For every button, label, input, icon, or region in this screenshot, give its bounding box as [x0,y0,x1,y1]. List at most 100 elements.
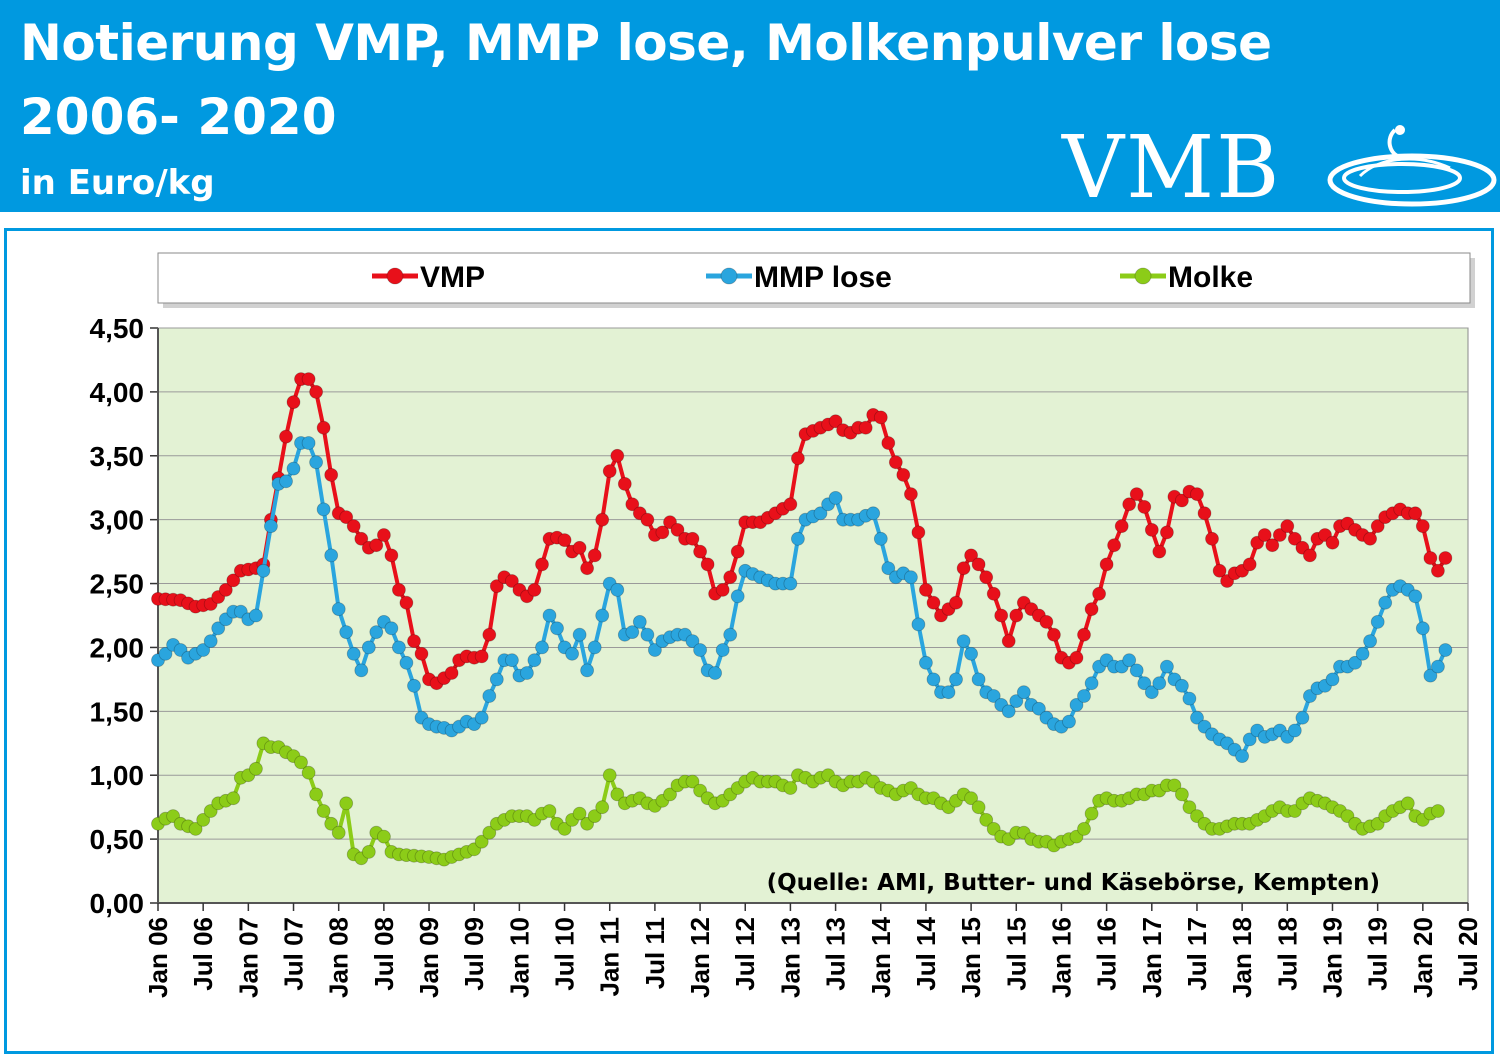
vmb-logo-text: VMB [1062,118,1282,218]
data-point-mmp-lose [203,634,218,648]
x-tick-label: Jul 18 [1272,917,1302,991]
data-point-vmp [715,583,730,597]
data-point-molke [1175,787,1189,802]
data-point-vmp [1287,531,1302,546]
data-point-vmp [301,372,316,387]
data-point-vmp [1257,528,1272,542]
data-point-vmp [858,420,873,435]
data-point-vmp [994,608,1009,623]
data-point-vmp [309,384,324,399]
data-point-vmp [1084,602,1099,616]
data-point-vmp [828,414,843,429]
data-point-mmp-lose [715,643,730,657]
page-title: Notierung VMP, MMP lose, Molkenpulver lo… [20,14,1272,72]
data-point-mmp-lose [1242,732,1257,747]
data-point-vmp [602,464,617,479]
data-point-molke [331,825,346,840]
data-point-vmp [904,487,918,502]
x-tick-label: Jan 13 [775,917,805,998]
data-point-mmp-lose [535,640,549,655]
y-tick-label: 0,50 [90,824,145,855]
data-point-mmp-lose [211,621,226,636]
data-point-vmp [226,573,241,588]
data-point-vmp [218,583,233,597]
data-point-mmp-lose [723,627,738,642]
data-point-molke [971,800,986,815]
header-banner: Notierung VMP, MMP lose, Molkenpulver lo… [0,0,1500,218]
data-point-mmp-lose [708,666,722,680]
y-tick-label: 4,00 [90,377,145,408]
data-point-vmp [926,595,941,610]
x-tick-label: Jul 19 [1363,917,1393,991]
data-point-mmp-lose [196,643,211,657]
data-point-vmp [1001,634,1016,648]
data-point-mmp-lose [369,625,384,639]
data-point-mmp-lose [158,646,173,661]
source-annotation: (Quelle: AMI, Butter- und Käsebörse, Kem… [767,870,1380,896]
data-point-mmp-lose [1062,714,1076,729]
data-point-molke [1077,822,1091,836]
data-point-vmp [376,528,391,542]
data-point-vmp [354,531,369,546]
data-point-mmp-lose [648,643,662,657]
data-point-molke [1431,804,1445,818]
data-point-mmp-lose [384,621,399,636]
data-point-vmp [873,410,888,425]
data-point-mmp-lose [263,519,278,533]
data-point-vmp [489,579,504,593]
data-point-molke [602,768,617,783]
data-point-vmp [1077,627,1091,642]
legend-marker-molke [1134,267,1152,285]
data-point-vmp [730,544,745,559]
x-tick-label: Jan 07 [233,917,263,998]
data-point-vmp [482,627,497,642]
data-point-vmp [1175,493,1189,508]
data-point-mmp-lose [1084,676,1099,691]
x-tick-label: Jul 12 [730,917,760,991]
x-tick-label: Jan 11 [595,917,625,997]
data-point-mmp-lose [1032,701,1046,716]
data-point-molke [376,829,391,844]
data-point-molke [1167,778,1182,793]
data-point-mmp-lose [279,474,293,489]
x-tick-label: Jan 06 [143,917,173,998]
data-point-vmp [1205,531,1219,546]
data-point-vmp [693,544,707,559]
x-tick-label: Jan 19 [1317,917,1347,998]
data-point-molke [685,774,700,789]
data-point-mmp-lose [572,627,587,642]
data-point-mmp-lose [407,678,421,693]
data-point-mmp-lose [527,653,542,668]
data-point-molke [587,809,602,823]
data-point-molke [226,791,241,806]
data-point-mmp-lose [399,655,414,670]
data-point-vmp [1415,519,1430,533]
x-tick-label: Jan 14 [866,916,896,997]
page-title-years: 2006- 2020 [20,88,337,146]
y-tick-label: 0,00 [90,888,145,919]
data-point-vmp [700,557,715,572]
data-point-vmp [670,523,685,537]
data-point-mmp-lose [550,621,564,636]
data-point-molke [324,816,339,831]
x-tick-label: Jan 15 [956,917,986,998]
data-point-vmp [1092,586,1106,601]
x-tick-label: Jul 07 [279,917,309,991]
x-tick-label: Jan 09 [414,917,444,998]
data-point-mmp-lose [324,548,339,563]
x-tick-label: Jan 12 [685,917,715,998]
data-point-vmp [1099,557,1114,572]
data-point-mmp-lose [1287,723,1302,738]
data-point-vmp [316,420,331,435]
legend-label-mmp-lose: MMP lose [754,261,892,294]
data-point-vmp [1152,544,1167,559]
x-tick-label: Jul 10 [550,917,580,991]
data-point-molke [309,787,324,802]
data-point-vmp [625,497,640,512]
data-point-mmp-lose [580,663,594,678]
data-point-mmp-lose [1190,710,1204,725]
data-point-mmp-lose [331,602,346,616]
data-point-mmp-lose [1348,655,1362,670]
data-point-mmp-lose [1001,704,1016,719]
